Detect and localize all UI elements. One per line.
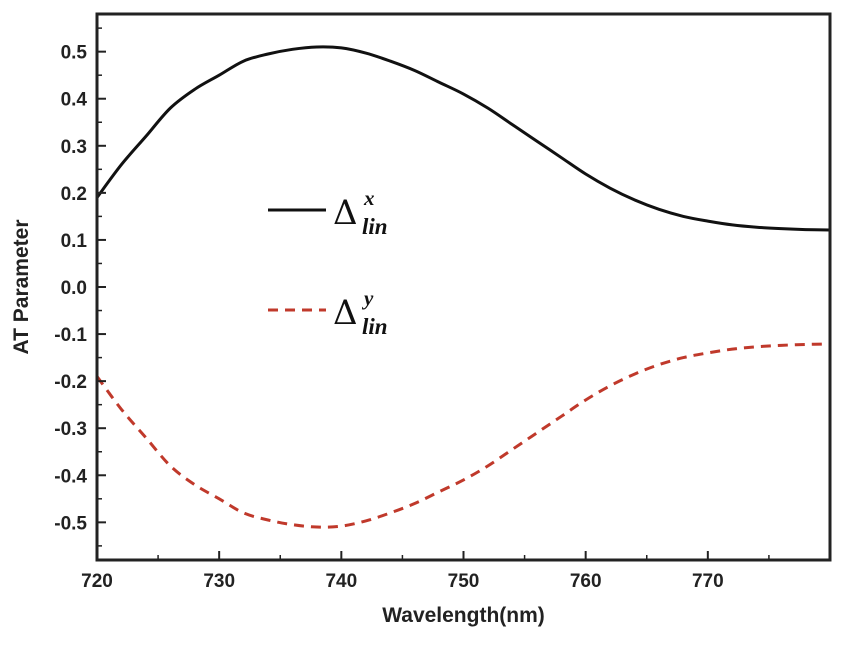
legend-subscript-y: lin: [362, 314, 388, 339]
y-tick-label: -0.3: [54, 419, 87, 440]
y-tick-label: -0.4: [54, 466, 87, 487]
series-line-y: [97, 342, 830, 529]
legend-superscript-y: y: [361, 286, 374, 310]
y-tick-label: -0.2: [54, 372, 87, 393]
x-tick-label: 740: [325, 571, 357, 592]
plot-frame: [95, 12, 832, 562]
legend-superscript-x: x: [363, 186, 375, 210]
y-tick-label: 0.0: [61, 278, 87, 299]
legend-label-x: Δ: [333, 193, 358, 233]
tick-labels: 0.5 0.4 0.3 0.2 0.1 0.0 -0.1 -0.2 -0.3 -0.4 -0.5 72…: [54, 43, 723, 592]
y-tick-label: -0.1: [54, 325, 87, 346]
series-line-x: [97, 45, 830, 232]
y-tick-label: 0.2: [61, 184, 87, 205]
x-tick-label: 770: [692, 571, 724, 592]
x-tick-label: 720: [81, 571, 113, 592]
legend-subscript-x: lin: [362, 214, 388, 239]
x-tick-label: 730: [203, 571, 235, 592]
ticks-layer: [96, 27, 770, 560]
y-axis-title: AT Parameter: [10, 219, 33, 354]
series-layer: [97, 45, 830, 529]
legend-label-y: Δ: [333, 293, 358, 333]
y-tick-label: -0.5: [54, 513, 87, 534]
x-tick-label: 760: [570, 571, 602, 592]
x-axis-title: Wavelength(nm): [382, 604, 545, 627]
legend: Δ x lin Δ y lin: [268, 186, 388, 339]
x-tick-label: 750: [448, 571, 480, 592]
y-tick-label: 0.4: [61, 90, 88, 111]
y-tick-label: 0.5: [61, 43, 88, 64]
legend-symbol-x: Δ: [333, 193, 358, 233]
y-tick-label: 0.3: [61, 137, 87, 158]
y-tick-label: 0.1: [61, 231, 88, 252]
legend-symbol-y: Δ: [333, 293, 358, 333]
